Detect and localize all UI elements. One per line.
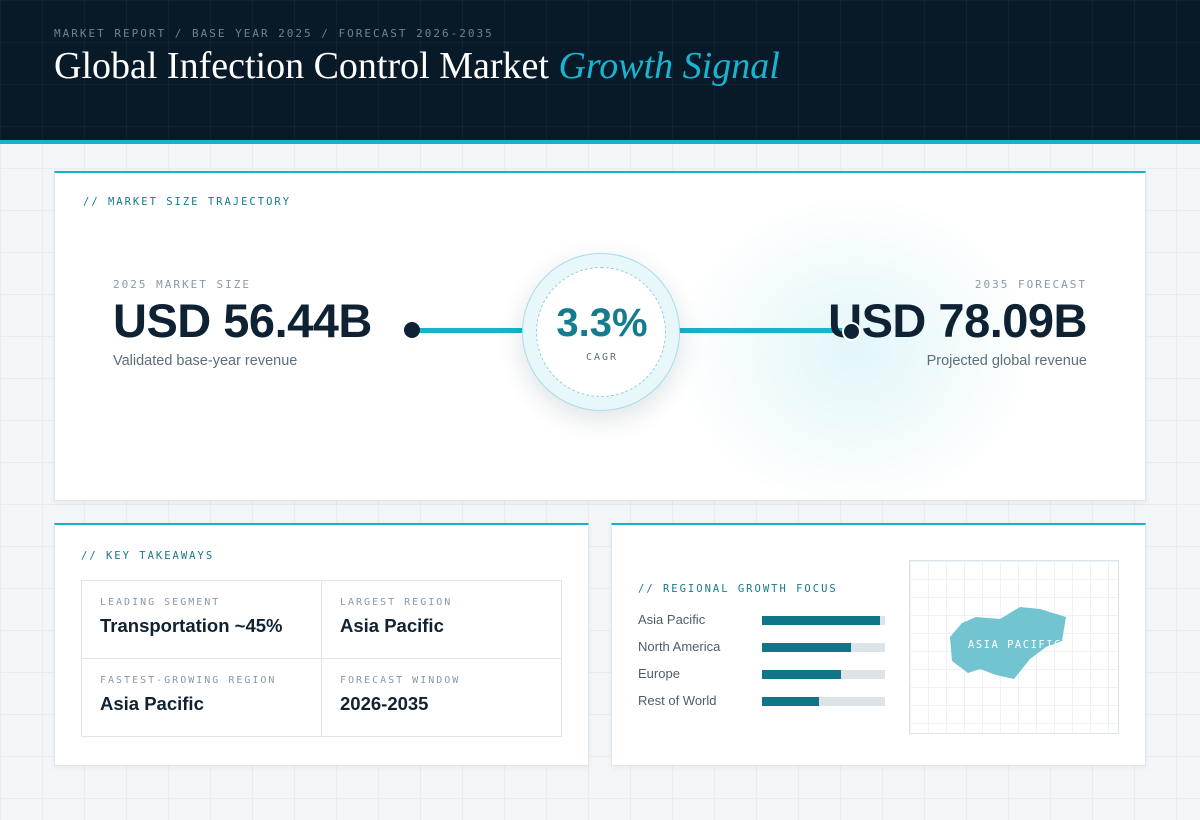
takeaway-label: FORECAST WINDOW: [340, 675, 461, 686]
takeaways-section-label: // KEY TAKEAWAYS: [81, 550, 215, 562]
region-bar-track: [762, 670, 885, 679]
takeaway-value: Asia Pacific: [100, 693, 204, 714]
forecast-description: Projected global revenue: [926, 353, 1087, 369]
region-bar-fill: [762, 670, 841, 679]
forecast-value: USD 78.09B: [828, 294, 1087, 347]
base-year-description: Validated base-year revenue: [113, 353, 298, 369]
cagr-label: CAGR: [585, 352, 619, 363]
region-name: Rest of World: [638, 693, 717, 708]
asia-pacific-map-shape: [950, 607, 1066, 679]
trajectory-line-right: [665, 328, 845, 333]
trajectory-start-dot: [404, 322, 420, 338]
takeaway-value: Asia Pacific: [340, 615, 444, 636]
region-bar-track: [762, 697, 885, 706]
region-bar-fill: [762, 643, 851, 652]
takeaway-label: FASTEST-GROWING REGION: [100, 675, 277, 686]
trajectory-end-dot: [842, 322, 861, 341]
region-bar-fill: [762, 616, 881, 625]
region-row-rest-of-world: Rest of World: [638, 691, 888, 711]
map-region-label: ASIA PACIFIC: [968, 639, 1062, 651]
regional-growth-card: // REGIONAL GROWTH FOCUS Asia Pacific No…: [611, 523, 1146, 766]
cagr-badge: 3.3% CAGR: [522, 253, 680, 411]
takeaway-value: 2026-2035: [340, 693, 429, 714]
region-bar-track: [762, 616, 885, 625]
trajectory-section-label: // MARKET SIZE TRAJECTORY: [83, 196, 292, 208]
asia-pacific-region-shape: [950, 607, 1066, 679]
base-year-label: 2025 MARKET SIZE: [113, 278, 251, 291]
region-name: North America: [638, 639, 721, 654]
region-map: ASIA PACIFIC: [909, 560, 1119, 734]
region-row-north-america: North America: [638, 637, 888, 657]
header-banner: MARKET REPORT / BASE YEAR 2025 / FORECAS…: [0, 0, 1200, 144]
region-name: Europe: [638, 666, 680, 681]
takeaways-grid: LEADING SEGMENT Transportation ~45% LARG…: [81, 580, 562, 737]
cagr-value: 3.3%: [556, 301, 648, 345]
takeaway-value: Transportation ~45%: [100, 615, 283, 636]
takeaway-label: LARGEST REGION: [340, 597, 453, 608]
region-bar-track: [762, 643, 885, 652]
forecast-label: 2035 FORECAST: [974, 278, 1087, 291]
page-title-accent: Growth Signal: [558, 45, 780, 87]
background-glow: [675, 193, 1035, 500]
takeaway-label: LEADING SEGMENT: [100, 597, 221, 608]
breadcrumb: MARKET REPORT / BASE YEAR 2025 / FORECAS…: [54, 27, 494, 40]
region-row-asia-pacific: Asia Pacific: [638, 610, 888, 630]
market-size-trajectory-card: // MARKET SIZE TRAJECTORY 2025 MARKET SI…: [54, 171, 1146, 501]
takeaway-largest-region: LARGEST REGION Asia Pacific: [322, 581, 562, 659]
page-title-main: Global Infection Control Market: [54, 45, 549, 87]
takeaway-forecast-window: FORECAST WINDOW 2026-2035: [322, 659, 562, 737]
cagr-inner-ring: 3.3% CAGR: [536, 267, 666, 397]
takeaway-leading-segment: LEADING SEGMENT Transportation ~45%: [82, 581, 322, 659]
region-name: Asia Pacific: [638, 612, 706, 627]
base-year-value: USD 56.44B: [113, 294, 372, 347]
region-bar-fill: [762, 697, 819, 706]
trajectory-line-left: [412, 328, 532, 333]
regional-section-label: // REGIONAL GROWTH FOCUS: [638, 583, 838, 595]
takeaway-fastest-growing-region: FASTEST-GROWING REGION Asia Pacific: [82, 659, 322, 737]
region-row-europe: Europe: [638, 664, 888, 684]
key-takeaways-card: // KEY TAKEAWAYS LEADING SEGMENT Transpo…: [54, 523, 589, 766]
page-title: Global Infection Control Market Growth S…: [54, 44, 780, 88]
